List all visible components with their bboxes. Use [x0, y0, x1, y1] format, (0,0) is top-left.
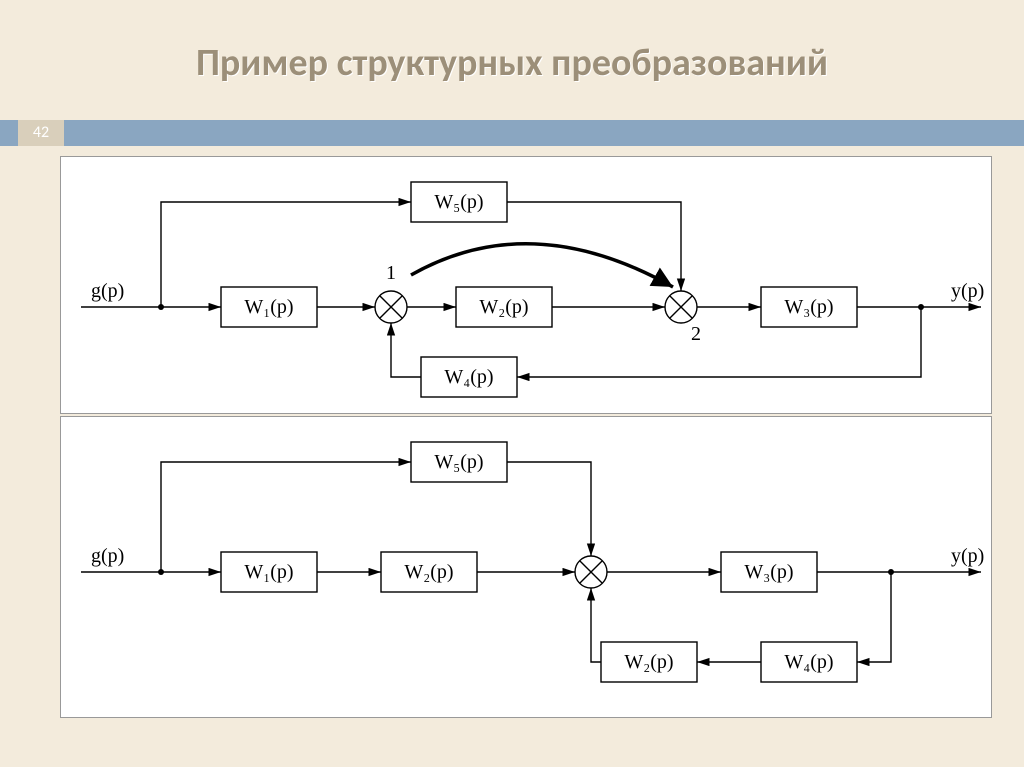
input-label: g(p): [91, 280, 124, 302]
diagram-panel-2: W₁(p) W₂(p) W₃(p) g(p) y(p) W₅(p): [60, 416, 992, 718]
summing-junction-combined: [575, 556, 607, 588]
block-w4-b-label: W₄(p): [784, 651, 833, 673]
block-w2b-label: W₂(p): [624, 651, 673, 673]
slide-number-badge: 42: [18, 120, 64, 146]
block-diagram-1: W₁(p) 1 W₂(p) 2: [61, 157, 991, 413]
block-w4-label: W₄(p): [444, 366, 493, 388]
block-w1-label: W₁(p): [244, 296, 293, 318]
transform-arrow: [411, 244, 673, 287]
output-label: y(p): [951, 280, 984, 302]
block-w2a-label: W₂(p): [404, 561, 453, 583]
slide-title: Пример структурных преобразований: [0, 40, 1024, 86]
block-w3-b-label: W₃(p): [744, 561, 793, 583]
block-w1-b-label: W₁(p): [244, 561, 293, 583]
diagram-panel-1: W₁(p) 1 W₂(p) 2: [60, 156, 992, 414]
summing-junction-2: [665, 291, 697, 323]
output-label-2: y(p): [951, 545, 984, 567]
sum2-label: 2: [691, 323, 701, 345]
sum1-label: 1: [386, 262, 396, 284]
summing-junction-1: [375, 291, 407, 323]
block-w5-b-label: W₅(p): [434, 451, 483, 473]
input-label-2: g(p): [91, 545, 124, 567]
block-diagram-2: W₁(p) W₂(p) W₃(p) g(p) y(p) W₅(p): [61, 417, 991, 717]
block-w2-label: W₂(p): [479, 296, 528, 318]
block-w3-label: W₃(p): [784, 296, 833, 318]
accent-bar: [0, 120, 1024, 146]
block-w5-label: W₅(p): [434, 191, 483, 213]
